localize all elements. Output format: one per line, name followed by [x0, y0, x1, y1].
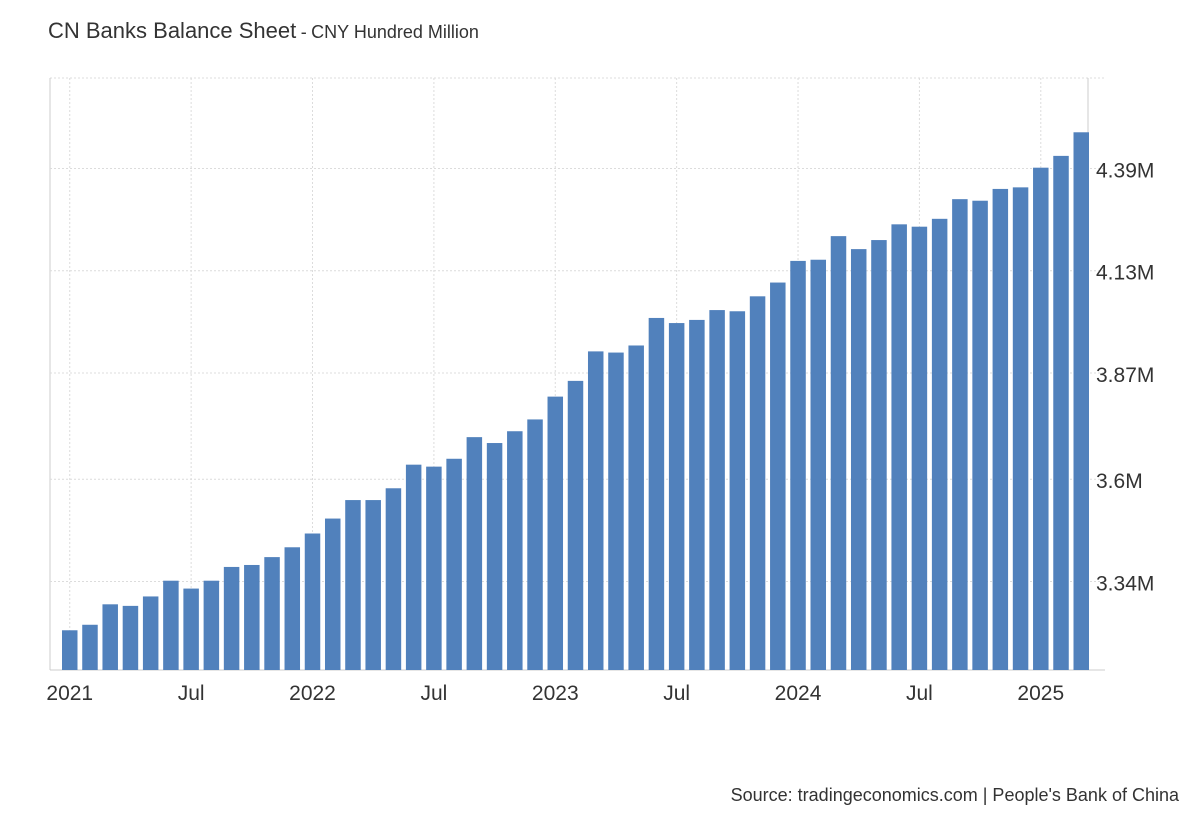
bar	[365, 500, 381, 670]
chart-title-row: CN Banks Balance Sheet - CNY Hundred Mil…	[48, 18, 479, 44]
bar	[952, 199, 968, 670]
y-tick-label: 3.6M	[1096, 470, 1143, 493]
x-tick-label: 2021	[46, 682, 93, 705]
bar	[142, 596, 159, 670]
bar	[223, 566, 240, 670]
bar	[810, 259, 827, 670]
y-tick-label: 3.87M	[1096, 364, 1154, 387]
bar	[486, 443, 503, 670]
bar	[992, 188, 1009, 670]
bar	[911, 226, 928, 671]
bar	[446, 458, 462, 670]
chart-title: CN Banks Balance Sheet	[48, 18, 297, 43]
bar	[689, 319, 705, 670]
bar	[183, 588, 199, 670]
y-tick-label: 4.13M	[1096, 262, 1154, 285]
bar	[972, 200, 988, 670]
x-tick-label: 2024	[775, 682, 822, 705]
bar	[122, 605, 139, 670]
bar	[244, 564, 260, 670]
bar	[790, 260, 806, 670]
bar	[284, 547, 301, 670]
x-tick-label: Jul	[663, 682, 690, 705]
x-tick-label: 2025	[1017, 682, 1064, 705]
bar	[405, 464, 422, 670]
y-tick-label: 4.39M	[1096, 159, 1154, 182]
bar	[628, 345, 644, 670]
bar	[203, 580, 220, 670]
bar	[1033, 167, 1049, 670]
bar	[527, 419, 543, 670]
x-tick-label: Jul	[178, 682, 205, 705]
bar	[547, 396, 564, 670]
bar	[1073, 132, 1089, 670]
bar	[891, 224, 907, 670]
bar	[608, 352, 624, 670]
bar	[426, 466, 442, 670]
y-tick-label: 3.34M	[1096, 572, 1154, 595]
chart-title-separator: -	[300, 22, 307, 42]
source-attribution: Source: tradingeconomics.com | People's …	[730, 785, 1179, 805]
x-tick-label: Jul	[906, 682, 933, 705]
bar	[62, 630, 78, 670]
bar	[82, 624, 98, 670]
bar	[770, 282, 786, 670]
bar	[163, 580, 179, 670]
bar	[345, 500, 361, 670]
x-tick-label: 2022	[289, 682, 336, 705]
bar	[466, 437, 483, 670]
bar	[507, 431, 523, 670]
bar	[264, 557, 280, 670]
bar	[749, 296, 766, 670]
bar	[587, 351, 604, 670]
bar	[871, 240, 887, 671]
bar	[567, 380, 584, 670]
bar	[830, 236, 847, 670]
bar	[102, 604, 118, 670]
bar	[385, 488, 402, 670]
chart-subtitle: CNY Hundred Million	[311, 22, 479, 42]
bar	[729, 311, 746, 670]
bar	[1053, 155, 1069, 670]
x-tick-label: Jul	[420, 682, 447, 705]
bar	[304, 533, 321, 670]
bar	[648, 317, 665, 670]
bar	[709, 310, 725, 670]
bar	[850, 249, 867, 671]
bar	[1012, 187, 1029, 670]
bar	[668, 323, 685, 670]
bar	[931, 218, 948, 670]
x-tick-label: 2023	[532, 682, 579, 705]
bar	[324, 518, 341, 670]
